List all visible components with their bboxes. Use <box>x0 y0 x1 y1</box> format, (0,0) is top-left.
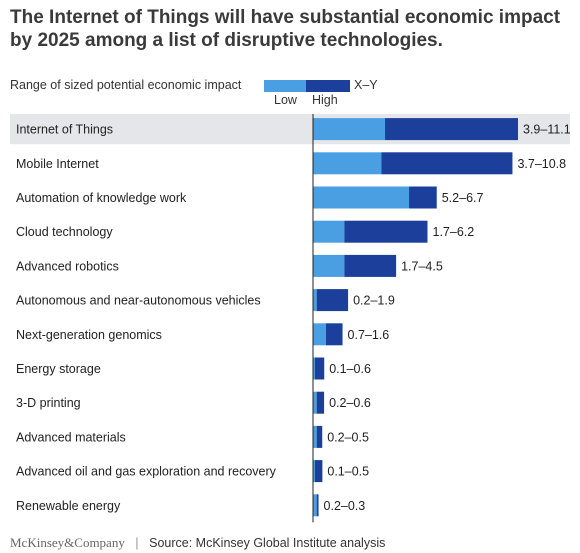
bar-high <box>315 357 325 380</box>
value-label: 0.2–0.5 <box>327 430 369 444</box>
legend-label: Range of sized potential economic impact <box>10 78 242 92</box>
value-label: 0.1–0.6 <box>329 362 371 376</box>
value-label: 0.2–0.3 <box>324 499 366 513</box>
category-label: Next-generation genomics <box>16 328 162 342</box>
bar-low <box>313 289 317 312</box>
footer: McKinsey&Company | Source: McKinsey Glob… <box>10 534 570 552</box>
footer-separator: | <box>135 535 139 550</box>
category-label: Automation of knowledge work <box>16 191 187 205</box>
bar-high <box>316 425 323 448</box>
bar-low <box>313 254 345 277</box>
category-label: Energy storage <box>16 362 101 376</box>
value-label: 0.2–1.9 <box>353 294 395 308</box>
bar-high <box>381 152 513 175</box>
value-label: 0.7–1.6 <box>348 328 390 342</box>
bar-high <box>385 118 518 141</box>
legend: Range of sized potential economic impact… <box>10 76 430 108</box>
chart-plot: Internet of Things 3.9–11.1 Mobile Interne… <box>10 114 571 523</box>
category-label: Advanced materials <box>16 430 126 444</box>
value-label: 1.7–4.5 <box>401 259 443 273</box>
legend-high-swatch <box>306 80 350 92</box>
bar-high <box>344 220 428 243</box>
legend-high-label: High <box>312 93 338 107</box>
bar-low <box>313 391 317 414</box>
bar-low <box>313 425 317 448</box>
source-note: Source: McKinsey Global Institute analys… <box>149 536 386 550</box>
bar-high <box>316 494 319 517</box>
chart-title: The Internet of Things will have substan… <box>10 7 561 51</box>
value-label: 1.7–6.2 <box>433 225 475 239</box>
bar-low <box>313 220 345 243</box>
category-label: Advanced oil and gas exploration and rec… <box>16 465 277 479</box>
brand-logo: McKinsey&Company <box>10 535 125 550</box>
bar-low <box>313 494 317 517</box>
bar-low <box>313 357 315 380</box>
bar-high <box>409 186 437 209</box>
bar-high <box>315 460 323 483</box>
category-label: Renewable energy <box>16 499 121 513</box>
value-label: 3.9–11.1 <box>523 123 571 137</box>
legend-low-swatch <box>264 80 316 92</box>
bar-low <box>313 118 386 141</box>
value-label: 3.7–10.8 <box>517 157 566 171</box>
value-label: 5.2–6.7 <box>442 191 484 205</box>
bar-high <box>325 323 343 346</box>
bar-high <box>316 289 349 312</box>
value-label: 0.2–0.6 <box>329 396 371 410</box>
legend-range-label: X–Y <box>354 78 378 92</box>
category-label: 3-D printing <box>16 396 81 410</box>
bar-low <box>313 460 315 483</box>
bar-low <box>313 152 382 175</box>
category-label: Cloud technology <box>16 225 113 239</box>
legend-low-label: Low <box>274 93 297 107</box>
bar-high <box>344 254 397 277</box>
category-label: Mobile Internet <box>16 157 99 171</box>
category-label: Autonomous and near-autonomous vehicles <box>16 294 261 308</box>
value-label: 0.1–0.5 <box>327 465 369 479</box>
category-label: Advanced robotics <box>16 259 119 273</box>
category-label: Internet of Things <box>16 123 113 137</box>
bar-high <box>316 391 325 414</box>
bar-low <box>313 186 410 209</box>
bar-low <box>313 323 326 346</box>
